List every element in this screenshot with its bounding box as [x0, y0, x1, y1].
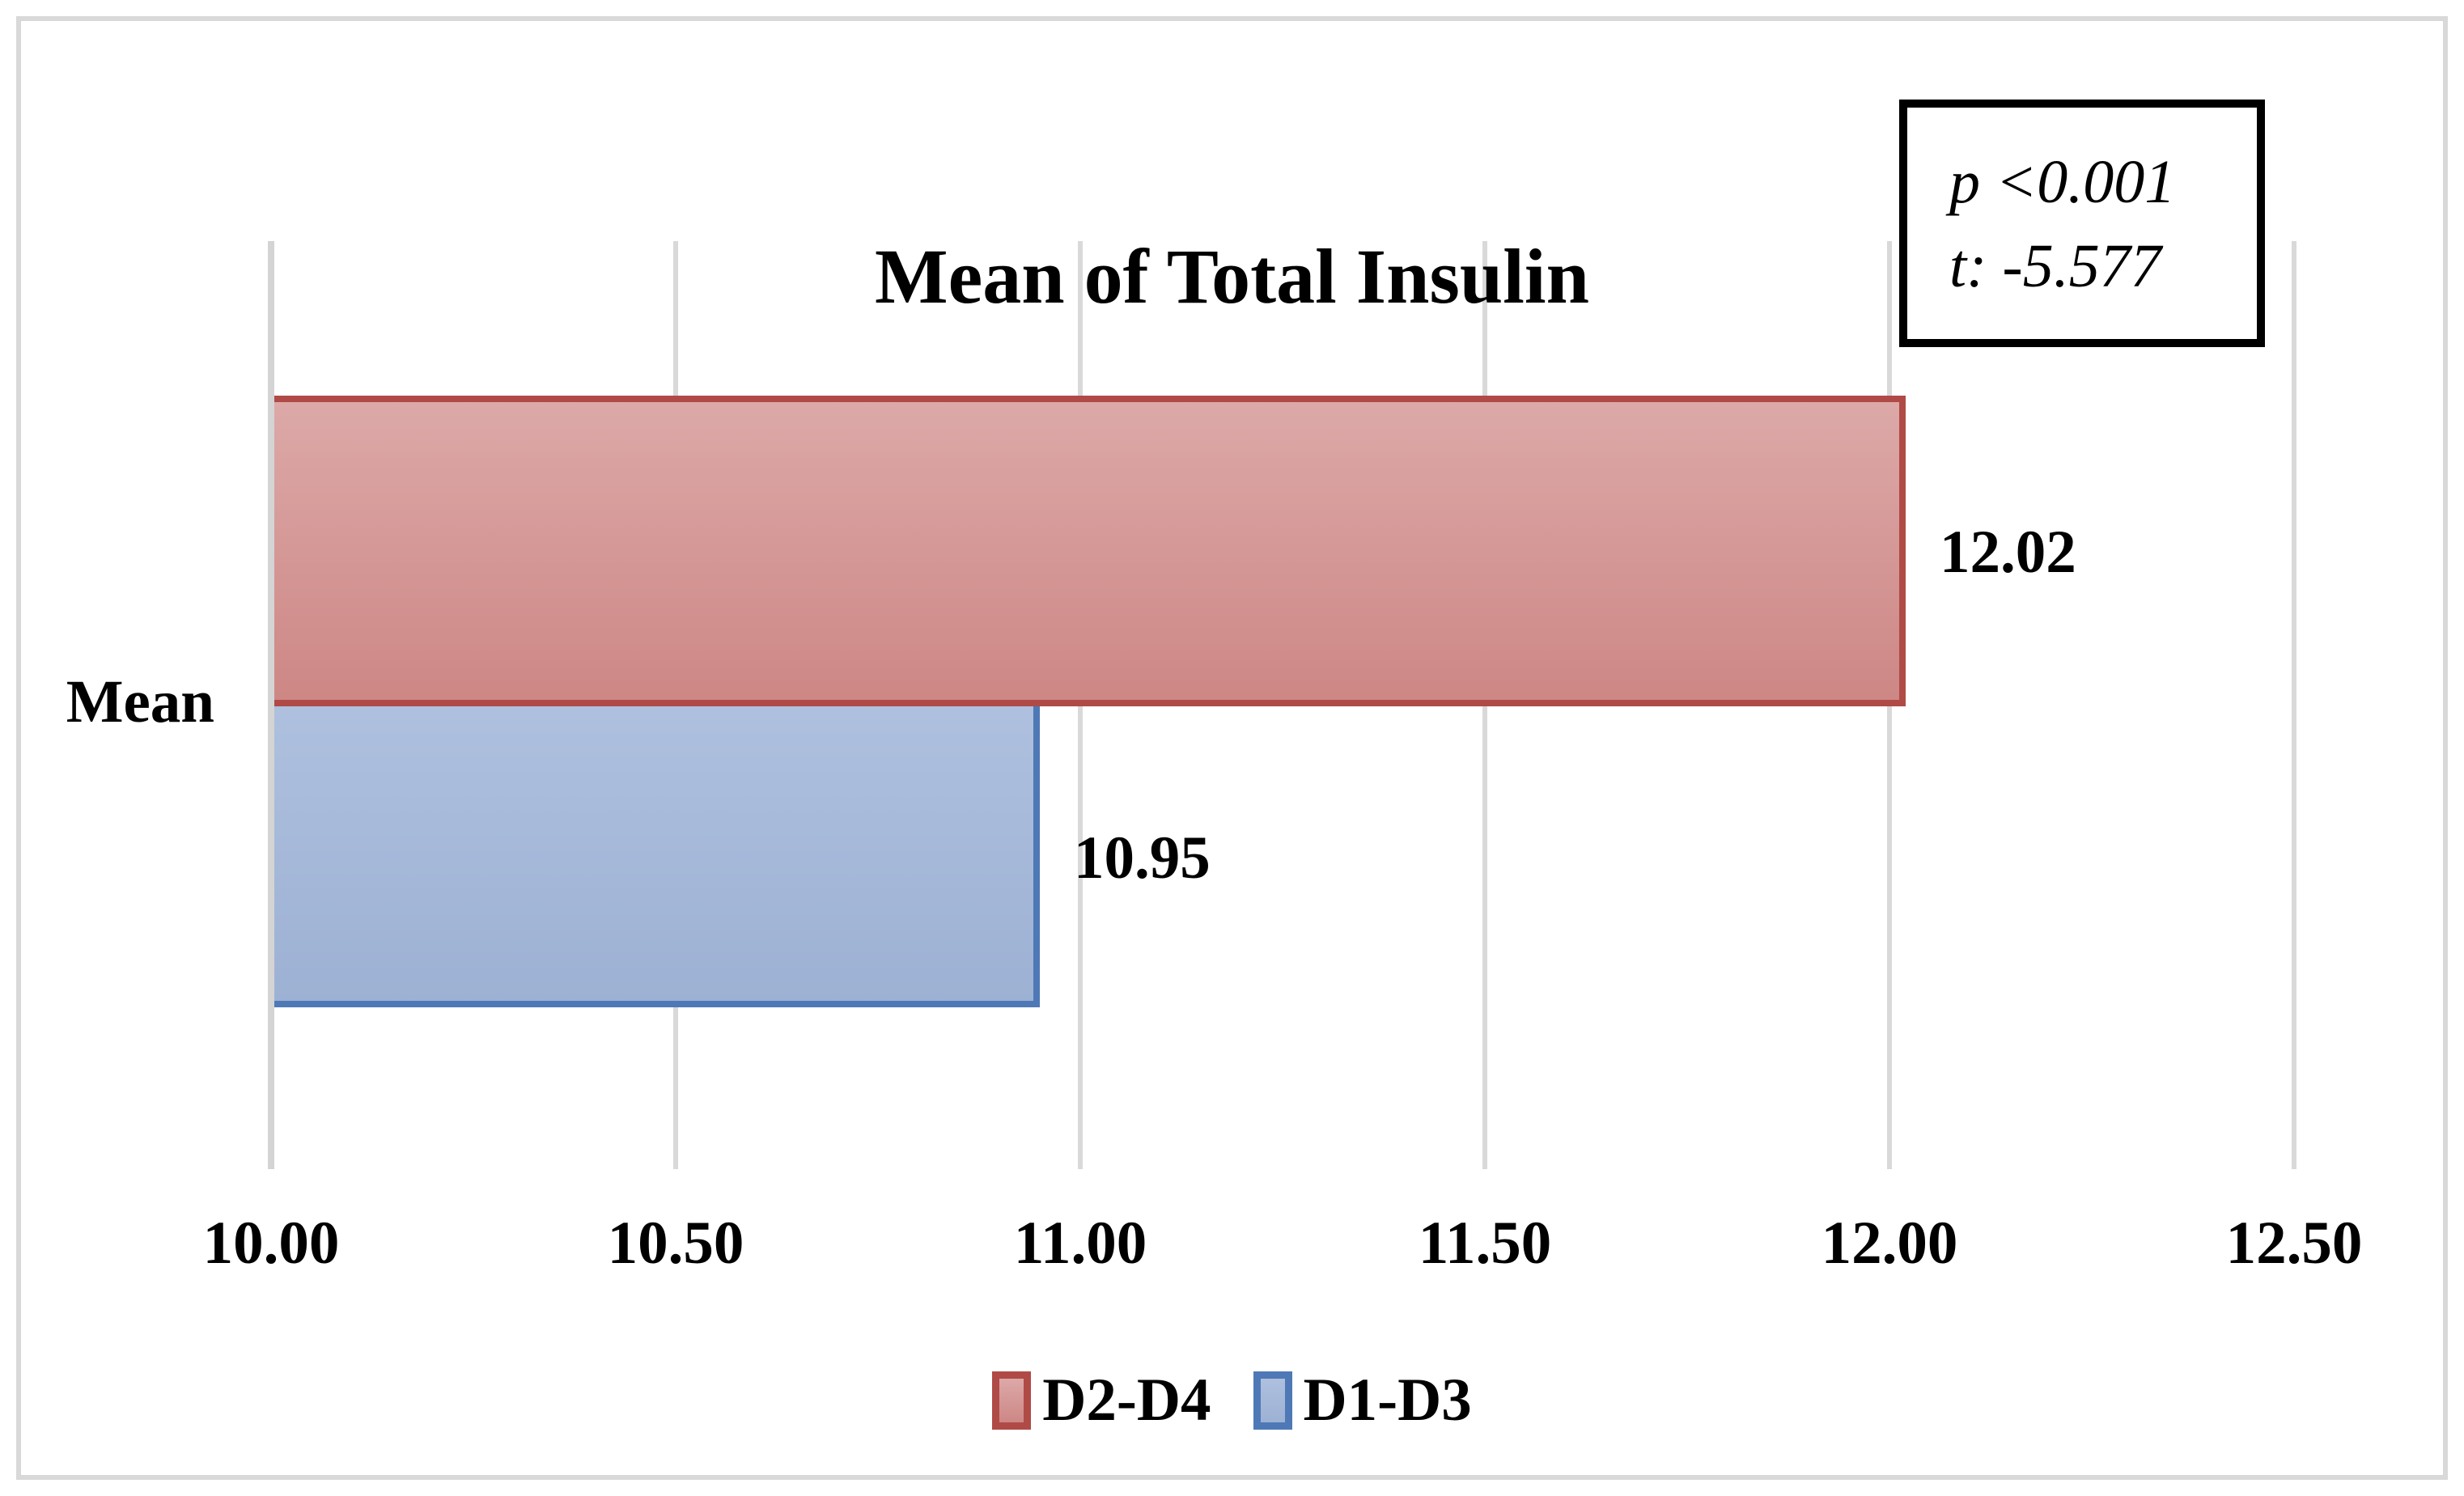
x-tick-label: 10.00 [202, 1210, 340, 1277]
bar-value-label-d2-d4: 12.02 [1940, 519, 2076, 586]
x-tick-label: 12.50 [2225, 1210, 2363, 1277]
x-tick-label: 11.00 [1013, 1210, 1147, 1277]
legend-swatch-d2-d4 [992, 1371, 1032, 1430]
gridline [2292, 241, 2296, 1169]
annotation-box: p <0.001 t: -5.577 [1899, 100, 2265, 347]
bar-d2-d4 [271, 396, 1906, 706]
plot-area: 12.02 10.95 [268, 241, 2296, 1169]
bar-value-label-d1-d3: 10.95 [1074, 824, 1211, 892]
x-axis: 10.00 10.50 11.00 11.50 12.00 12.50 [203, 1210, 2363, 1284]
x-tick-label: 12.00 [1821, 1210, 1958, 1277]
legend-swatch-d1-d3 [1253, 1371, 1292, 1430]
legend-item-d1-d3: D1-D3 [1253, 1366, 1472, 1435]
legend-label-d1-d3: D1-D3 [1303, 1367, 1472, 1434]
annotation-p-value: p <0.001 [1949, 148, 2176, 216]
legend: D2-D4 D1-D3 [0, 1366, 2464, 1435]
chart-title: Mean of Total Insulin [875, 233, 1589, 320]
bar-d1-d3 [271, 706, 1040, 1007]
legend-label-d2-d4: D2-D4 [1042, 1367, 1211, 1434]
y-axis-category-label: Mean [66, 668, 214, 735]
x-tick-label: 10.50 [607, 1210, 744, 1277]
legend-item-d2-d4: D2-D4 [992, 1366, 1211, 1435]
annotation-t-value: t: -5.577 [1949, 232, 2161, 300]
y-axis-line [268, 241, 274, 1169]
x-tick-label: 11.50 [1418, 1210, 1552, 1277]
